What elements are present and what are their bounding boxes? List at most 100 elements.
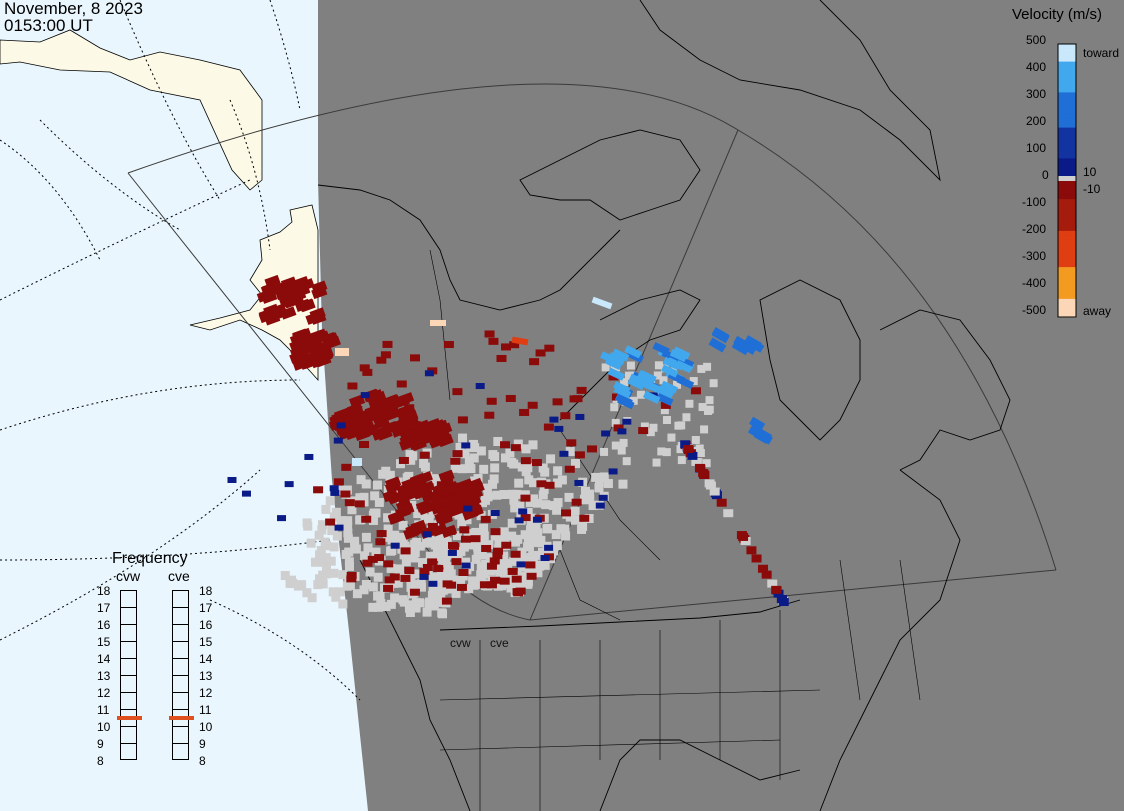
echo-away	[486, 581, 497, 589]
echo-near-zero	[477, 575, 487, 585]
colorbar-segment-away	[1058, 217, 1076, 223]
colorbar-segment-toward	[1058, 154, 1076, 159]
echo-near-zero	[401, 557, 411, 567]
colorbar-segment-away	[1058, 203, 1076, 209]
colorbar-segment-away	[1058, 262, 1076, 268]
echo-away	[427, 558, 438, 566]
echo-toward	[627, 376, 645, 391]
echo-near-zero	[317, 525, 327, 535]
echo-near-zero	[629, 396, 638, 405]
echo-away	[419, 451, 430, 459]
echo-away	[511, 575, 522, 583]
colorbar-segment-toward	[1058, 127, 1076, 133]
echo-away	[384, 576, 395, 584]
echo-toward	[554, 425, 564, 432]
echo-near-zero	[460, 449, 470, 459]
echo-near-zero	[464, 584, 474, 594]
echo-toward	[463, 505, 473, 512]
echo-away	[352, 406, 363, 414]
colorbar-segment-toward	[1058, 158, 1076, 164]
echo-near-zero	[453, 551, 463, 561]
echo-toward	[424, 370, 434, 377]
echo-near-zero	[532, 498, 542, 508]
echo-near-zero	[468, 529, 478, 539]
echo-near-zero	[531, 523, 541, 533]
tick-400: 400	[1026, 60, 1047, 74]
echo-toward	[304, 453, 314, 460]
frequency-tick: 13	[97, 669, 111, 683]
echo-near-zero	[523, 577, 533, 587]
echo-away	[452, 450, 463, 458]
echo-near-zero	[525, 497, 535, 507]
tick-minus-100: -100	[1022, 195, 1047, 209]
echo-near-zero	[350, 542, 360, 552]
echo-near-zero	[438, 609, 448, 619]
echo-mixed	[709, 487, 720, 496]
colorbar-segment-toward	[1058, 110, 1076, 115]
echo-away	[309, 307, 326, 321]
echo-near-zero	[499, 551, 509, 561]
echo-near-zero	[378, 469, 388, 479]
echo-near-zero	[521, 444, 531, 454]
colorbar-segment-away	[1058, 212, 1076, 218]
echo-away	[362, 368, 373, 376]
echo-near-zero	[490, 452, 500, 462]
echo-near-zero	[306, 538, 316, 548]
nightside	[318, 0, 1124, 811]
echo-away	[354, 500, 365, 508]
echo-toward	[661, 364, 679, 378]
echo-away	[525, 561, 536, 569]
echo-away	[362, 559, 373, 567]
echo-toward	[601, 430, 611, 437]
echo-away	[347, 382, 358, 390]
echo-near-zero	[410, 548, 420, 558]
echo-near-zero	[427, 590, 437, 600]
echo-near-zero	[422, 607, 432, 617]
echo-near-zero	[520, 530, 530, 540]
colorbar-segment-toward	[1058, 88, 1076, 93]
echo-toward	[608, 468, 618, 475]
echo-near-zero	[413, 509, 423, 519]
echo-near-zero	[503, 558, 513, 568]
echo-away	[280, 276, 298, 290]
echo-near-zero	[557, 475, 567, 485]
echo-away	[520, 457, 531, 465]
echo-near-zero	[526, 516, 536, 526]
tick-0: 0	[1042, 168, 1049, 182]
colorbar-segment-toward	[1058, 44, 1076, 49]
echo-near-zero	[398, 537, 408, 547]
echo-toward	[652, 342, 670, 356]
echo-near-zero	[356, 475, 366, 485]
echo-near-zero	[321, 504, 331, 514]
echo-away	[441, 597, 452, 605]
echo-away	[511, 336, 529, 346]
colorbar-segment-away	[1058, 271, 1076, 277]
echo-toward	[549, 416, 559, 423]
echo-away	[403, 526, 420, 540]
echo-away	[396, 380, 407, 388]
echo-near-zero	[517, 462, 527, 472]
echo-near-zero	[302, 588, 312, 598]
echo-toward	[559, 450, 569, 457]
colorbar-segment-away	[1058, 312, 1076, 318]
echo-near-zero	[432, 540, 442, 550]
echo-toward	[227, 476, 237, 483]
echo-toward	[675, 360, 693, 374]
echo-away	[367, 555, 378, 563]
echo-away	[404, 404, 415, 412]
echo-near-zero	[350, 536, 360, 546]
colorbar-segment-away	[1058, 294, 1076, 300]
echo-near-zero	[702, 459, 711, 468]
echo-away	[388, 510, 405, 524]
echo-away	[359, 440, 370, 448]
echo-toward	[749, 416, 766, 431]
echo-near-zero	[519, 554, 529, 564]
echo-near-zero	[599, 472, 609, 482]
echo-near-zero	[371, 547, 381, 557]
frequency-tick: 14	[199, 652, 213, 666]
colorbar-segment-away	[1058, 285, 1076, 291]
echo-near-zero	[466, 464, 476, 474]
colorbar-segment-toward	[1058, 74, 1076, 80]
frequency-tick: 8	[199, 754, 206, 768]
colorbar-segment-toward	[1058, 61, 1076, 67]
